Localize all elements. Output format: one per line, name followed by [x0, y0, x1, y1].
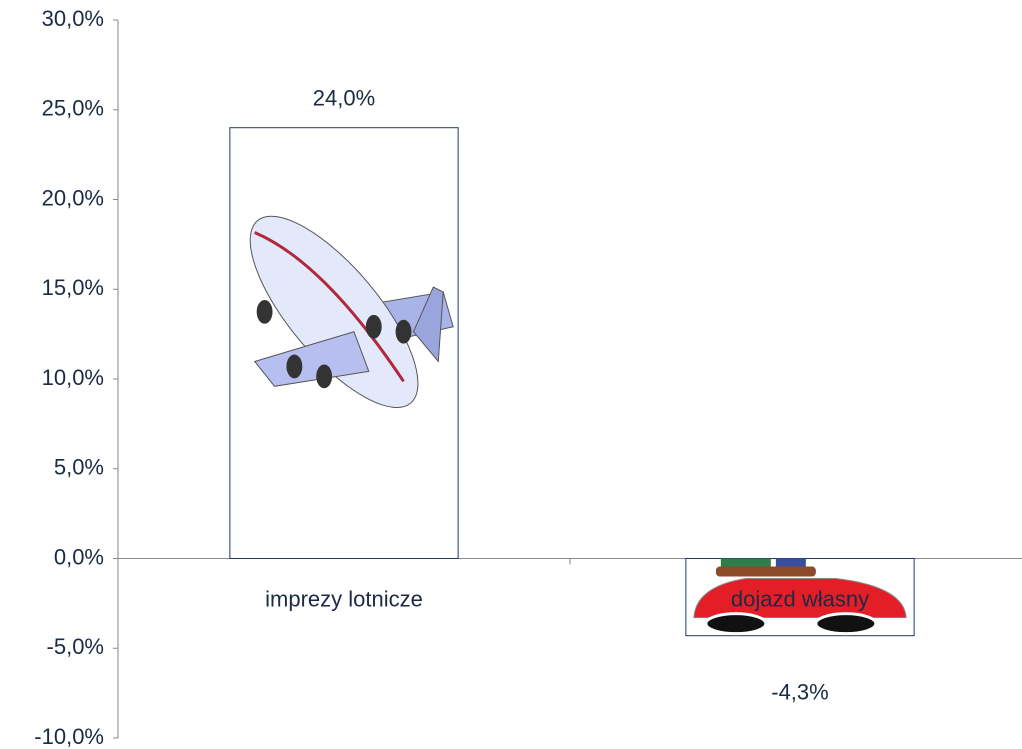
plane-wheel — [256, 299, 273, 324]
x-tick-label: imprezy lotnicze — [265, 586, 423, 611]
y-tick-label: 30,0% — [42, 6, 104, 31]
car-body — [693, 578, 907, 619]
y-tick-label: -5,0% — [47, 634, 104, 659]
value-label: 24,0% — [313, 86, 375, 111]
plane-stripe — [254, 231, 405, 383]
plane-body — [249, 215, 419, 409]
plane-wheel — [316, 364, 333, 389]
car-wheel — [704, 612, 768, 636]
y-tick-label: 15,0% — [42, 275, 104, 300]
car-wheel — [814, 612, 878, 636]
car-icon — [693, 558, 907, 636]
car-luggage — [720, 558, 771, 567]
x-tick-label: dojazd własny — [731, 586, 869, 611]
plane-wheel — [286, 354, 303, 379]
y-tick-label: 0,0% — [54, 544, 104, 569]
plane-wheel — [365, 314, 382, 339]
value-label: -4,3% — [771, 679, 828, 704]
y-tick-label: 10,0% — [42, 365, 104, 390]
y-tick-label: 20,0% — [42, 185, 104, 210]
y-tick-label: 25,0% — [42, 96, 104, 121]
y-tick-label: 5,0% — [54, 455, 104, 480]
plane-wheel — [395, 319, 412, 344]
car-rack — [715, 566, 816, 577]
y-tick-label: -10,0% — [34, 724, 104, 749]
plane-wing-front — [253, 331, 370, 387]
car-luggage — [775, 558, 806, 567]
plane-tail — [412, 286, 444, 363]
plane-icon — [249, 215, 454, 409]
